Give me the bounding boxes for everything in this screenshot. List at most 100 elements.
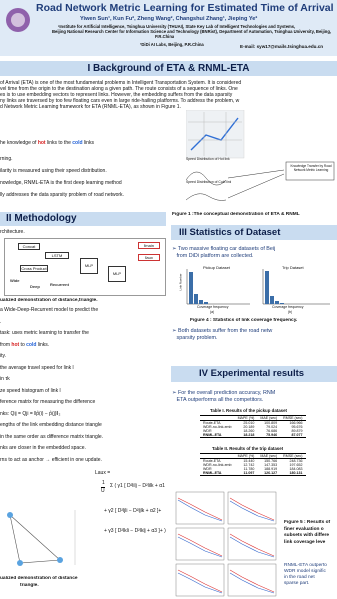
method-line: engths of the link embedding distance tr… (0, 422, 102, 428)
architecture-diagram (4, 238, 166, 296)
formula: Σ ( γ1 [ D²lilj − D²lilk + α1 ]+ (110, 483, 166, 489)
figure-label: Speed Distribution of Cold link (186, 180, 232, 184)
table-title: Table I. Results of the pickup dataset (210, 408, 288, 413)
header-cell (200, 415, 235, 421)
table-cell: 248.736 (289, 459, 303, 463)
table-title: Table II. Results of the trip dataset (212, 446, 284, 451)
table-cell: RNML-ETA (200, 471, 235, 476)
text: links (82, 140, 94, 146)
table-cell: WDR (203, 467, 212, 471)
figure-caption: triangle. (20, 583, 39, 588)
histograms (186, 269, 330, 305)
text: Both datasets suffer from the road netw (178, 328, 273, 334)
section-heading: II Methodology (0, 212, 166, 226)
figure-caption: Figure 4 : Statistics of link coverage f… (190, 318, 298, 323)
text: Two massive floating car datasets of Bei… (177, 246, 276, 252)
table-cell: 180.131 (280, 471, 306, 476)
bullet: RNML-ETA outperfo WDR model signific in th… (284, 563, 337, 587)
axis-label: Coverage frequency (272, 305, 304, 309)
caption-line: link coverage leve (284, 539, 326, 545)
paragraph-line: es is to use embedding vectors to repres… (0, 92, 233, 98)
formula: Laux = (95, 470, 111, 476)
table-wrap: MAPE (%) MAE (sec) RMSE (sec) Route-ETA 25.0… (200, 415, 306, 438)
panel-title: Trip Dataset (282, 265, 304, 270)
table-cell: 126.127 (257, 471, 281, 476)
bullet-line: ilarity is measured using their speed di… (0, 168, 107, 174)
method-line: ference matrix for measuring the differe… (0, 399, 96, 405)
formula: + γ3 [ D²lkli − D²lklj + α3 ]+ ) (104, 528, 166, 534)
table-cell: 188.919 (264, 467, 278, 471)
cold-word: cold (26, 341, 37, 348)
paragraph-line: d Network Metric Learning framework for … (0, 104, 181, 110)
header-cell: RMSE (sec) (280, 415, 306, 421)
table-cell: 95.676 (291, 425, 303, 429)
table-cell: 12.742 (243, 463, 255, 467)
paragraph: of Arrival (ETA) is one of the most fund… (0, 80, 337, 110)
logo (6, 8, 30, 32)
method-line: ity. (0, 353, 7, 359)
text: he knowledge of (0, 140, 38, 146)
triangle-figure (7, 510, 76, 566)
table-cell: 15.440 (243, 459, 255, 463)
loss: ℓmain (138, 242, 160, 249)
table-row: RNML-ETA 18.218 75.946 87.077 (200, 433, 306, 438)
method-line: . (0, 318, 2, 325)
bullet-line: WDR model signific (284, 569, 326, 574)
table-row: RNML-ETA 11.097 126.127 180.131 (200, 471, 306, 476)
block: LSTM (45, 252, 69, 259)
affiliation: P.R.China (155, 34, 175, 39)
table-cell: 11.780 (243, 467, 255, 471)
table-wrap: MAPE (%) MAE (sec) RMSE (sec) Route-ETA 15.4… (200, 453, 306, 476)
header-cell: MAPE (%) (234, 415, 258, 421)
bullet-line: rning. (0, 156, 13, 162)
paragraph-line: vel time from the origin to the destinat… (0, 86, 238, 92)
authors: Yiwen Sun¹, Kun Fu², Zheng Wang², Changs… (80, 16, 258, 22)
table-cell: 25.010 (243, 421, 255, 425)
table-cell: 87.077 (280, 433, 306, 438)
table-cell: 20.189 (243, 425, 255, 429)
figure-caption: ualized demonstration of distance (0, 576, 78, 581)
text: from DiDi platform are collected. (176, 253, 254, 259)
table-cell: 184.083 (289, 467, 303, 471)
section-heading: I Background of ETA & RNML-ETA (0, 61, 337, 76)
figure-caption: Figure 1 :The conceptual demonstration o… (172, 212, 300, 217)
bullet-line: lly addresses the data sparsity problem … (0, 192, 124, 198)
table-header: MAPE (%) MAE (sec) RMSE (sec) (200, 453, 306, 459)
block: Concat (18, 243, 40, 250)
figure-label: Speed Distribution of Hot link (186, 157, 230, 161)
formula: U (101, 487, 105, 494)
table-cell: WDR-no-link-emb (203, 425, 232, 429)
formula: + γ2 [ D²ljli − D²ljlk + α2 ]+ (104, 508, 162, 514)
caption-line: subsets with differe (284, 533, 330, 538)
text: links to the (45, 140, 73, 146)
bullet-line: in the road net (284, 575, 315, 580)
table-cell: 150.766 (264, 459, 278, 463)
text: to (19, 341, 27, 348)
label: Deep (30, 284, 40, 289)
table-cell: 18.260 (243, 429, 255, 433)
hot-word: hot (37, 140, 46, 146)
header-cell (200, 453, 235, 459)
bullet-line: RNML-ETA outperfo (284, 563, 327, 568)
table-cell: 11.097 (234, 471, 258, 476)
figure-caption: ualized demonstration of distance,triang… (0, 298, 98, 303)
label: Wide (10, 278, 20, 283)
method-line: a Wide-Deep-Recurrent model to predict t… (0, 307, 99, 313)
header-cell: RMSE (sec) (280, 453, 306, 459)
block: MLP (80, 258, 98, 274)
paragraph-line: ny links are traversed by too few floati… (0, 98, 240, 104)
table-header: MAPE (%) MAE (sec) RMSE (sec) (200, 415, 306, 421)
method-line: from hot to cold links. (0, 342, 166, 348)
table-cell: 100.809 (264, 421, 278, 425)
table-cell: WDR-no-link-emb (203, 463, 232, 467)
figure-1 (186, 110, 335, 201)
text: rchitecture. (0, 229, 25, 235)
label: Recurrent (50, 282, 69, 287)
table-cell: 18.218 (234, 433, 258, 438)
method-line: rns to act as anchor → efficient in one … (0, 456, 102, 463)
header-cell: MAE (sec) (257, 453, 281, 459)
hot-word: hot (11, 341, 20, 348)
table-cell: 197.652 (289, 463, 303, 467)
method-line: nks are closer in the embedded space. (0, 445, 86, 451)
method-line: nks: Qij = Qji = ‖p̂(i) − p̂(j)‖₂ (0, 410, 61, 417)
